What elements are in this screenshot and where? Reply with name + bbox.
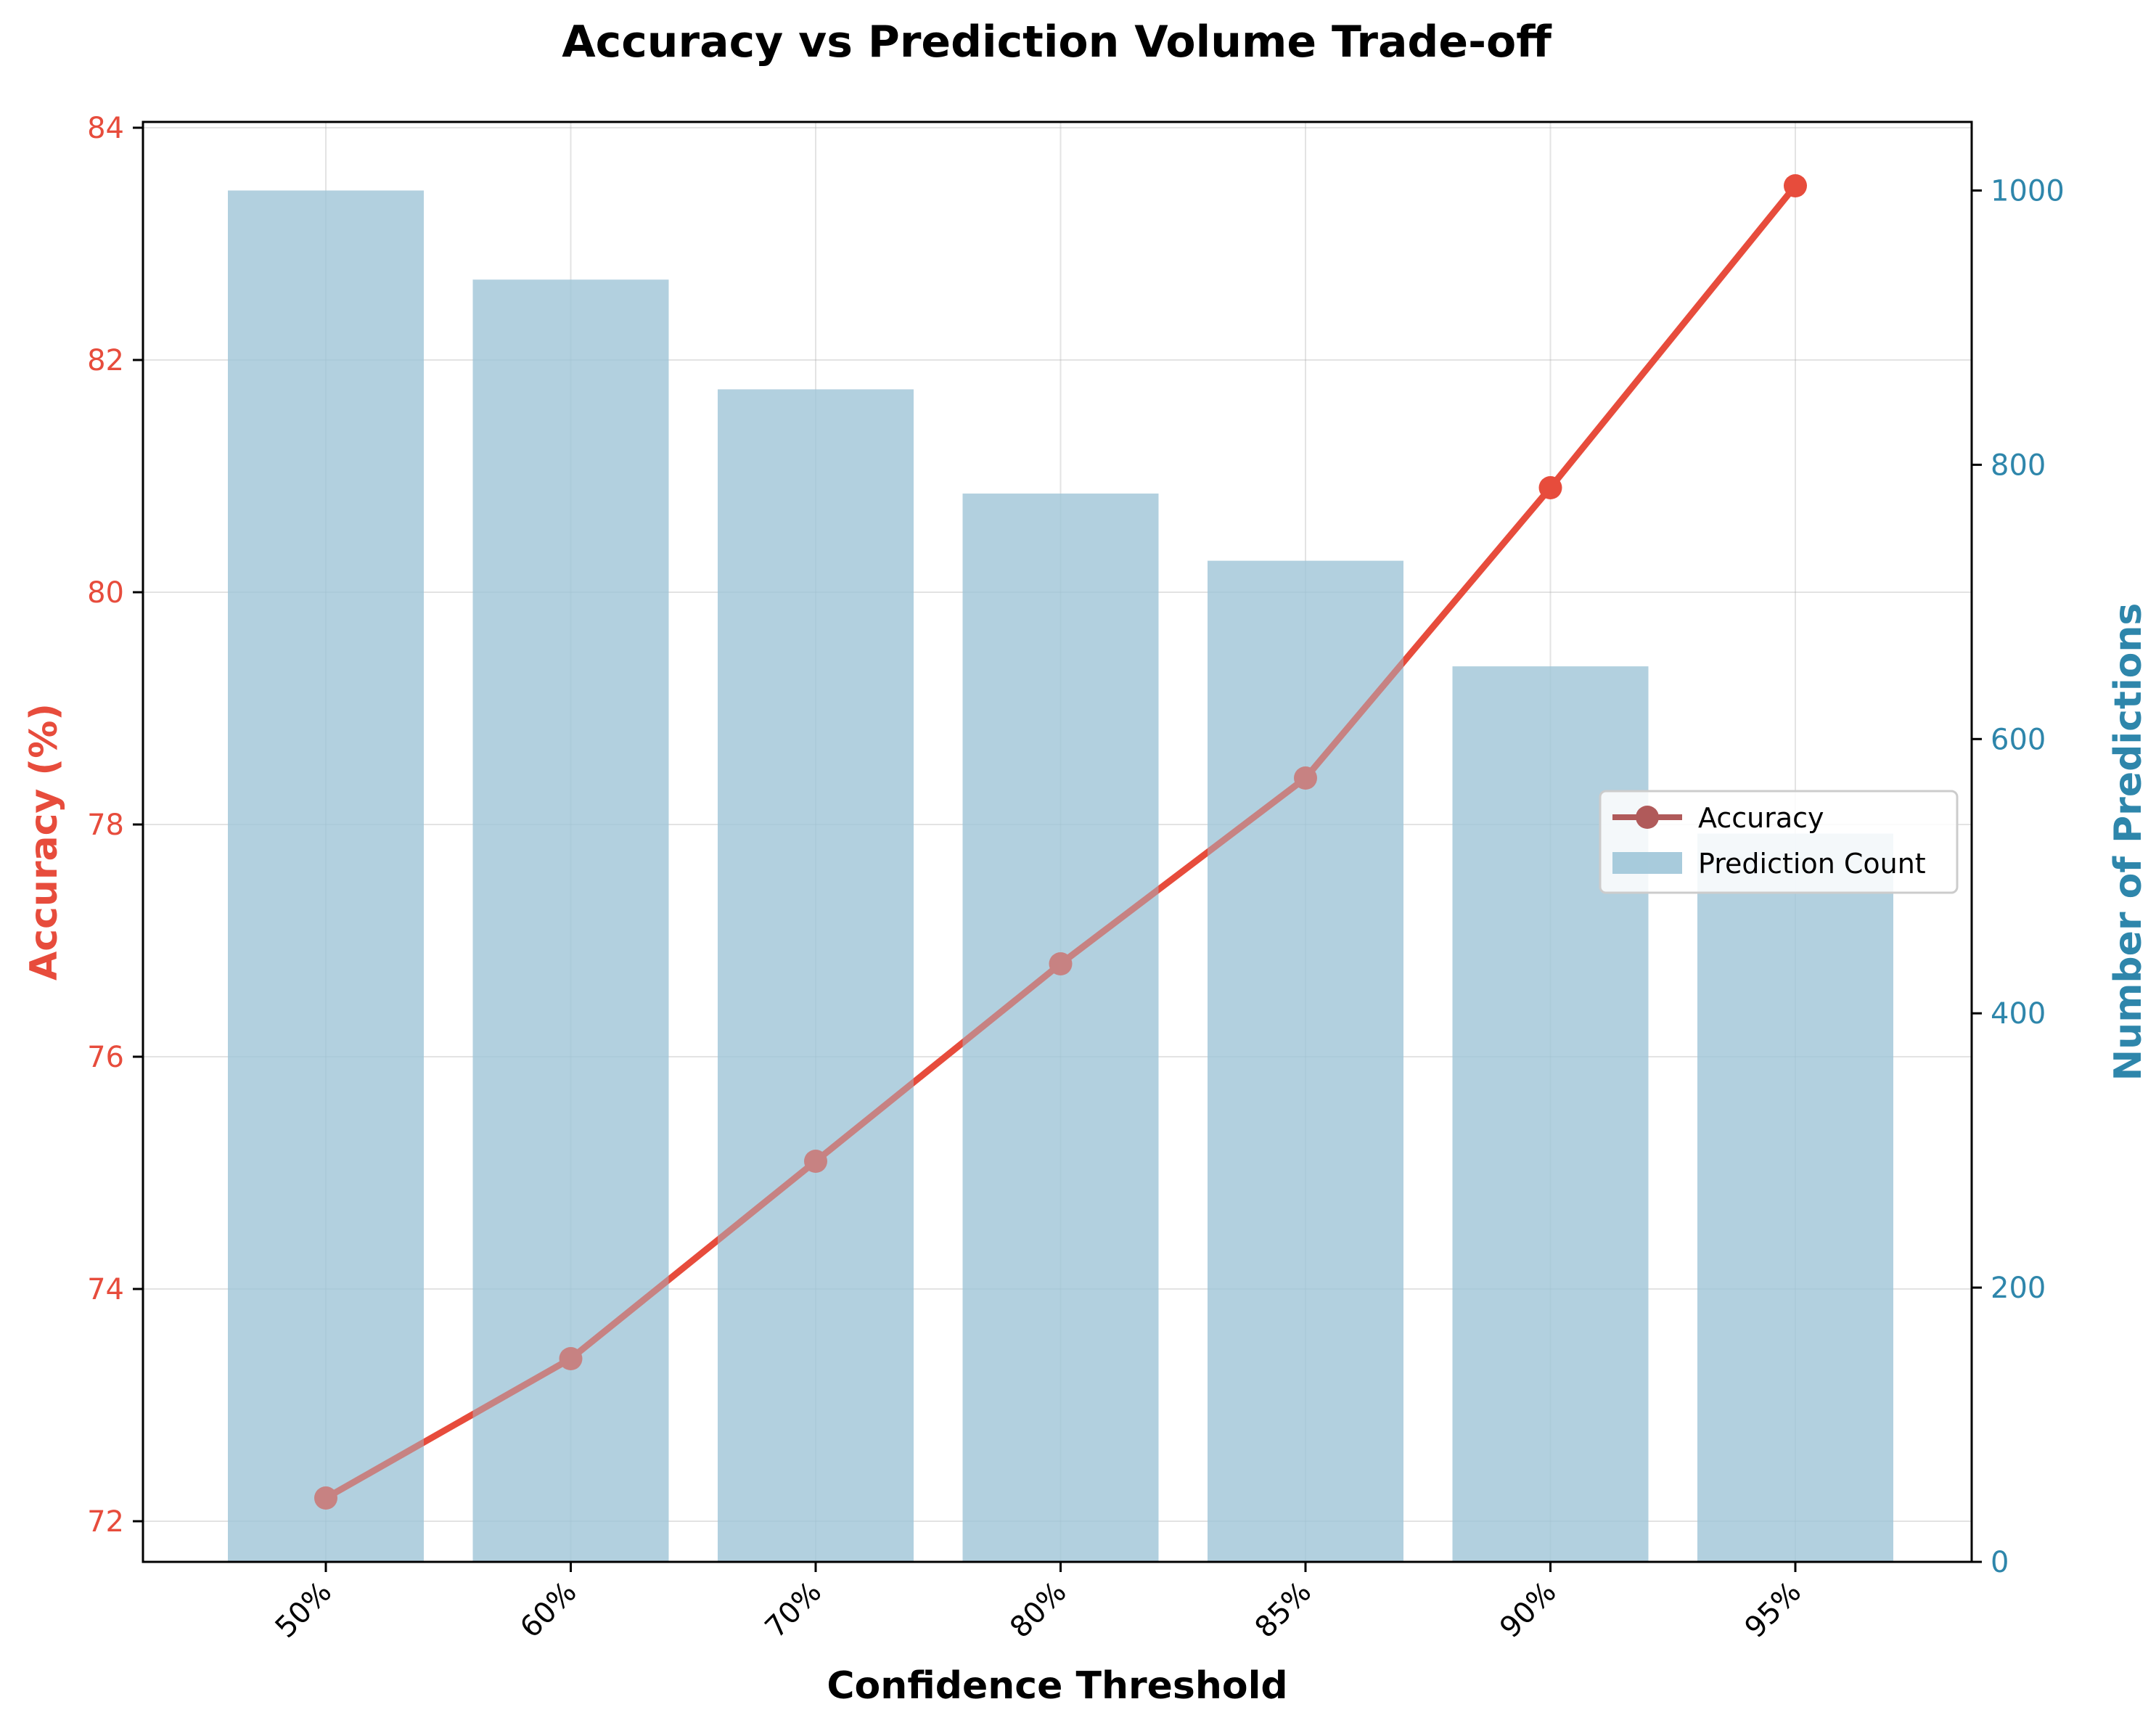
accuracy-point [804,1150,827,1173]
accuracy-point [1294,766,1317,790]
x-axis-ticks: 50% 60% 70% 80% 85% 90% 95% [269,1562,1808,1645]
left-axis-ticks: 72 74 76 78 80 82 84 [87,112,143,1539]
right-tick-label: 1000 [1991,174,2065,208]
accuracy-point [1538,476,1562,499]
legend: Accuracy Prediction Count [1599,790,1959,894]
legend-prediction-count-swatch [1612,852,1682,874]
line-series [314,174,1807,1510]
x-tick-label: 90% [1493,1576,1562,1645]
left-tick-label: 78 [87,809,124,842]
accuracy-point [314,1486,337,1510]
left-tick-label: 82 [87,344,124,377]
x-tick-label: 60% [514,1576,583,1645]
bar-overlay [228,190,424,1562]
bar-prediction-count [718,389,914,1562]
x-tick-label: 50% [269,1576,338,1645]
bar-overlay [472,279,669,1563]
chart-title: Accuracy vs Prediction Volume Trade-off [562,17,1552,67]
bar-prediction-count [962,494,1159,1562]
accuracy-point [559,1347,583,1370]
left-tick-label: 76 [87,1041,124,1074]
bar-prediction-count [228,190,424,1562]
legend-frame [1599,790,1959,894]
right-tick-label: 200 [1991,1272,2046,1305]
bar-overlay [1697,833,1893,1562]
right-tick-label: 800 [1991,449,2046,482]
plot-frame [142,120,1973,1563]
right-tick-label: 400 [1991,997,2046,1031]
bar-overlay [962,494,1159,1562]
accuracy-point [1049,952,1073,975]
legend-accuracy-label: Accuracy [1698,802,1824,834]
bar-series [228,190,1893,1563]
x-tick-label: 80% [1004,1576,1073,1645]
x-tick-label: 95% [1739,1576,1808,1645]
right-tick-label: 600 [1991,723,2046,756]
left-tick-label: 80 [87,576,124,610]
x-tick-label: 85% [1249,1576,1318,1645]
legend-accuracy-marker [1636,806,1659,829]
x-axis-label: Confidence Threshold [827,1664,1287,1708]
x-tick-label: 70% [759,1576,828,1645]
left-tick-label: 84 [87,112,124,145]
accuracy-point [1784,174,1807,197]
bar-overlay [718,389,914,1562]
right-axis-ticks: 0 200 400 600 800 1000 [1972,174,2065,1579]
right-axis-label: Number of Predictions [2107,603,2150,1081]
legend-prediction-count-label: Prediction Count [1698,848,1926,880]
left-tick-label: 72 [87,1505,124,1539]
bar-overlay [1208,560,1403,1562]
left-axis-label: Accuracy (%) [22,703,66,981]
left-tick-label: 74 [87,1273,124,1306]
right-tick-label: 0 [1991,1546,2009,1579]
bar-prediction-count [1697,833,1893,1562]
bar-prediction-count [1208,560,1403,1562]
